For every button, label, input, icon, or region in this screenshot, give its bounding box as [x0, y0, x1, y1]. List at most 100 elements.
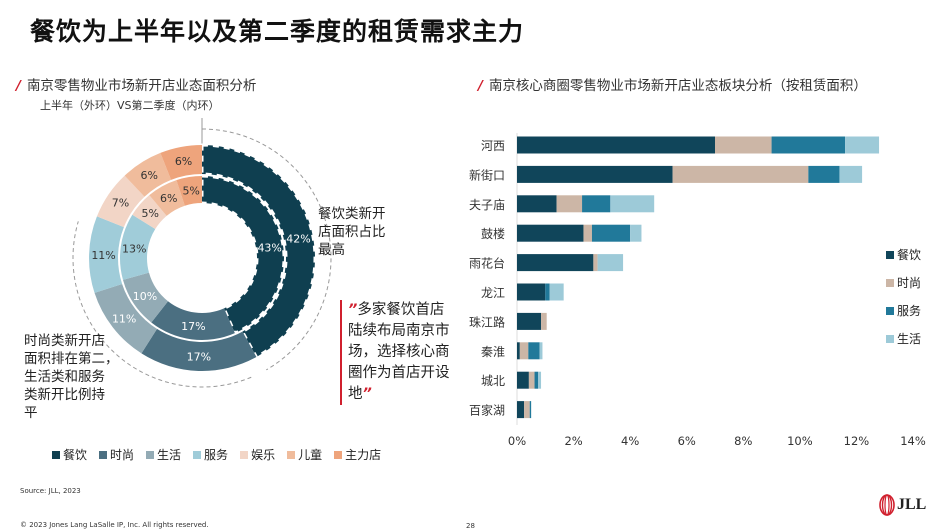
outer-ring-label-6: 6%	[175, 155, 192, 168]
outer-ring-slice-6	[160, 145, 202, 180]
donut-subtitle: 上半年（外环）VS第二季度（内环）	[40, 99, 220, 112]
inner-ring-label-4: 5%	[142, 207, 159, 220]
x-tick-label: 2%	[564, 434, 582, 448]
jll-logo-mark-icon	[879, 494, 895, 516]
inner-ring-label-3: 13%	[122, 242, 146, 255]
legend-label: 娱乐	[251, 448, 276, 462]
x-tick-label: 6%	[678, 434, 696, 448]
legend-item: 餐饮	[886, 246, 921, 263]
outer-ring-label-4: 7%	[112, 197, 129, 210]
legend-label: 时尚	[897, 276, 922, 290]
legend-swatch	[240, 450, 249, 459]
bar-segment-服务	[771, 136, 846, 154]
slash-mark: /	[478, 78, 483, 94]
bar-segment-餐饮	[517, 371, 529, 389]
legend-label: 时尚	[110, 448, 135, 462]
bar-segment-餐饮	[517, 195, 557, 213]
slash-mark: /	[16, 78, 21, 94]
bar-segment-服务	[808, 165, 840, 183]
bar-segment-生活	[539, 342, 543, 360]
bar-segment-生活	[597, 254, 624, 272]
bar-segment-餐饮	[517, 342, 520, 360]
copyright: © 2023 Jones Lang LaSalle IP, Inc. All r…	[20, 521, 209, 529]
legend-label: 餐饮	[897, 248, 922, 262]
outer-ring-label-5: 6%	[140, 169, 157, 182]
bar-segment-生活	[845, 136, 880, 154]
legend-swatch	[334, 450, 343, 459]
outer-ring-label-0: 42%	[286, 232, 310, 245]
bar-segment-服务	[529, 401, 532, 419]
inner-ring-label-6: 5%	[182, 184, 199, 197]
bar-legend: 餐饮 时尚 服务 生活	[886, 246, 921, 358]
legend-item: 生活	[146, 446, 181, 463]
highlight-quote: ”多家餐饮首店陆续布局南京市场，选择核心商圈作为首店开设地”	[340, 300, 458, 405]
bar-segment-餐饮	[517, 312, 542, 330]
outer-ring-slice-0	[200, 143, 317, 360]
outer-ring-label-1: 17%	[187, 350, 211, 363]
category-label: 百家湖	[469, 403, 505, 418]
note-line: 时尚类新开店	[24, 333, 105, 349]
inner-ring-label-0: 43%	[257, 241, 281, 254]
inner-ring-slice-0	[200, 174, 286, 336]
note-line: 面积排在第二，	[24, 351, 119, 367]
legend-label: 生活	[897, 332, 922, 346]
bar-segment-服务	[591, 224, 631, 242]
source-note: Source: JLL, 2023	[20, 487, 81, 495]
bar-segment-服务	[528, 342, 540, 360]
bar-segment-餐饮	[517, 283, 546, 301]
category-label: 珠江路	[469, 314, 505, 329]
category-label: 夫子庙	[469, 198, 505, 212]
bar-segment-生活	[610, 195, 655, 213]
guide-arc-others	[72, 221, 252, 388]
legend-item: 服务	[193, 446, 228, 463]
inner-ring-label-1: 17%	[181, 320, 205, 333]
note-line: 平	[24, 405, 38, 421]
legend-label: 儿童	[298, 448, 323, 462]
outer-ring-slice-2	[94, 283, 157, 354]
bar-segment-生活	[549, 283, 564, 301]
x-tick-label: 12%	[844, 434, 870, 448]
bar-segment-餐饮	[517, 401, 525, 419]
legend-label: 服务	[897, 304, 922, 318]
bar-segment-餐饮	[517, 224, 584, 242]
category-label: 秦淮	[481, 345, 505, 359]
inner-ring-slice-1	[151, 301, 235, 340]
legend-item: 儿童	[287, 446, 322, 463]
legend-swatch	[886, 334, 894, 343]
quote-text: 多家餐饮首店陆续布局南京市场，选择核心商圈作为首店开设地	[348, 302, 450, 402]
fashion-note: 时尚类新开店 面积排在第二， 生活类和服务 类新开比例持 平	[24, 332, 119, 422]
outer-ring-label-2: 11%	[112, 312, 136, 325]
legend-item: 时尚	[886, 274, 921, 291]
x-tick-label: 0%	[508, 434, 526, 448]
bar-segment-时尚	[519, 342, 529, 360]
legend-swatch	[886, 306, 894, 315]
category-label: 河西	[481, 139, 505, 153]
donut-chart: 42%17%11%11%7%6%6%43%17%10%13%5%6%5%	[72, 118, 332, 388]
quote-close-mark: ”	[362, 386, 372, 402]
x-tick-label: 4%	[621, 434, 639, 448]
legend-label: 生活	[157, 448, 182, 462]
category-label: 城北	[481, 374, 505, 388]
inner-ring-label-2: 10%	[133, 290, 157, 303]
note-line: 生活类和服务	[24, 369, 105, 385]
note-line: 类新开比例持	[24, 387, 105, 403]
donut-title-text: 南京零售物业市场新开店业态面积分析	[26, 78, 257, 94]
category-label: 龙江	[481, 286, 505, 300]
bar-segment-生活	[839, 165, 863, 183]
legend-label: 服务	[204, 448, 229, 462]
legend-swatch	[287, 450, 296, 459]
note-line: 店面积占比	[318, 224, 386, 240]
note-line: 餐饮类新开	[318, 206, 386, 222]
bar-title-text: 南京核心商圈零售物业市场新开店业态板块分析（按租赁面积）	[488, 78, 867, 94]
legend-swatch	[99, 450, 108, 459]
bar-segment-时尚	[715, 136, 772, 154]
inner-ring-slice-4	[132, 195, 167, 230]
legend-item: 服务	[886, 302, 921, 319]
legend-swatch	[193, 450, 202, 459]
bar-section-title: / 南京核心商圈零售物业市场新开店业态板块分析（按租赁面积）	[478, 74, 867, 94]
bar-segment-服务	[534, 371, 539, 389]
guide-arc-dining	[201, 128, 332, 371]
note-line: 最高	[318, 242, 345, 258]
bar-segment-时尚	[593, 254, 598, 272]
legend-item: 餐饮	[52, 446, 87, 463]
